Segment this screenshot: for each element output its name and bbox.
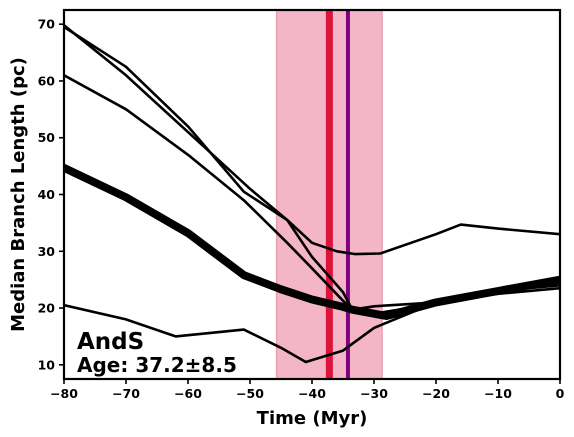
series-line-4 [64, 286, 560, 364]
axis-ticks: −80 −70 −60 −50 −40 −30 −20 −10 0 10 20 30 40 50 60 70 [38, 17, 565, 401]
age-annotation: Age: 37.2±8.5 [77, 353, 237, 377]
x-tick-label: −80 [50, 386, 78, 401]
y-tick-label: 50 [38, 130, 56, 145]
series-line-5 [64, 25, 560, 256]
x-tick-label: −70 [112, 386, 140, 401]
x-tick-label: −30 [360, 386, 388, 401]
y-tick-label: 10 [38, 357, 56, 372]
y-tick-label: 70 [38, 17, 56, 32]
x-tick-label: −20 [422, 386, 450, 401]
x-tick-label: −10 [484, 386, 512, 401]
x-tick-label: 0 [556, 386, 565, 401]
y-axis-label: Median Branch Length (pc) [8, 57, 29, 332]
cluster-name-annotation: AndS [77, 329, 144, 355]
y-tick-label: 20 [38, 301, 56, 316]
plot-content [64, 10, 560, 379]
x-axis-label: Time (Myr) [257, 408, 368, 429]
y-tick-label: 30 [38, 244, 56, 259]
x-tick-label: −40 [298, 386, 326, 401]
x-tick-label: −60 [174, 386, 202, 401]
x-tick-label: −50 [236, 386, 264, 401]
plot-frame [62, 8, 562, 381]
plot-area [64, 10, 560, 379]
y-tick-label: 40 [38, 187, 56, 202]
y-tick-label: 60 [38, 73, 56, 88]
